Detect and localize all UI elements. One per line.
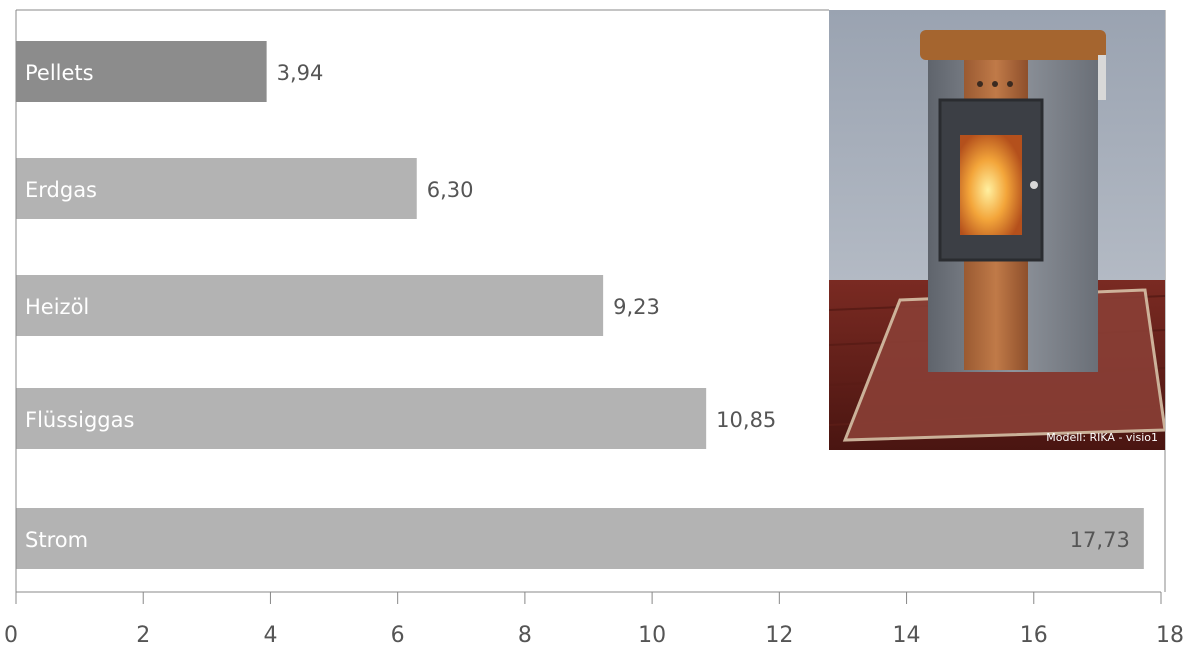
- category-label: Strom: [25, 528, 88, 552]
- stove-top: [920, 30, 1106, 60]
- bars-layer: Pellets 3,94 Erdgas 6,30 Heizöl 9,23 Flüssigga…: [16, 41, 1144, 569]
- category-label: Heizöl: [25, 295, 89, 319]
- bar-flüssiggas: [16, 388, 707, 449]
- value-label: 3,94: [277, 61, 324, 85]
- category-label: Erdgas: [25, 178, 97, 202]
- x-tick-label: 4: [263, 623, 277, 646]
- bar-strom: [16, 508, 1144, 569]
- x-tick-label: 2: [136, 623, 150, 646]
- value-label: 17,73: [1070, 528, 1130, 552]
- category-label: Flüssiggas: [25, 408, 134, 432]
- x-tick-label: 0: [4, 623, 18, 646]
- bar-heizöl: [16, 275, 604, 336]
- category-label: Pellets: [25, 61, 94, 85]
- value-label: 10,85: [716, 408, 776, 432]
- stove-photo: Modell: RIKA - visio1: [829, 10, 1165, 450]
- x-tick-label: 10: [638, 623, 666, 646]
- photo-caption: Modell: RIKA - visio1: [1046, 431, 1158, 444]
- value-label: 6,30: [427, 178, 474, 202]
- x-tick-label: 12: [765, 623, 793, 646]
- x-tick-label: 6: [391, 623, 405, 646]
- bar-pellets: [16, 41, 267, 102]
- x-tick-label: 16: [1020, 623, 1048, 646]
- x-tick-label: 18: [1156, 623, 1184, 646]
- x-tick-label: 8: [518, 623, 532, 646]
- bar-erdgas: [16, 158, 417, 219]
- stove-window-fire: [960, 135, 1022, 235]
- x-tick-label: 14: [893, 623, 921, 646]
- value-label: 9,23: [613, 295, 660, 319]
